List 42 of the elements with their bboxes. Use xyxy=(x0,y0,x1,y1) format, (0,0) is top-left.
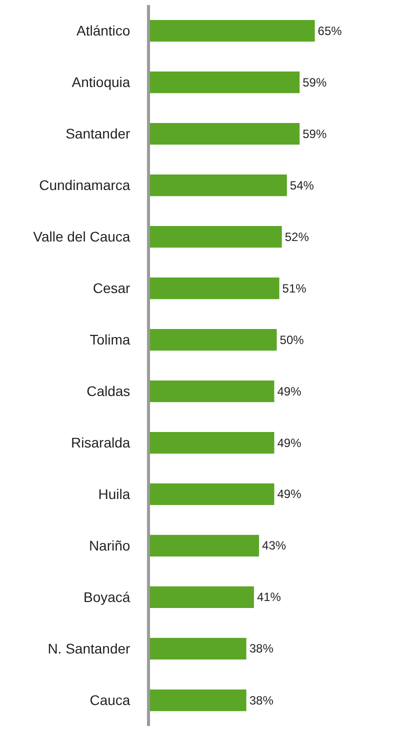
data-label: 52% xyxy=(284,230,310,244)
y-tick-label: Tolima xyxy=(90,332,130,348)
bar xyxy=(150,380,274,402)
data-label: 41% xyxy=(256,590,282,604)
data-label: 59% xyxy=(302,75,327,90)
data-label: 54% xyxy=(290,178,314,192)
bar xyxy=(150,328,277,351)
data-label: 51% xyxy=(282,281,307,296)
bar xyxy=(150,174,287,196)
bar xyxy=(150,226,282,248)
y-tick-label: Boyacá xyxy=(83,589,130,606)
y-tick-label: Caldas xyxy=(86,383,130,400)
bar xyxy=(150,534,260,557)
data-label: 59% xyxy=(302,126,327,141)
bar xyxy=(150,71,300,94)
data-label: 65% xyxy=(318,24,342,38)
bar xyxy=(150,122,300,145)
y-tick-label: Santander xyxy=(66,126,131,142)
data-label: 49% xyxy=(277,487,302,502)
y-tick-label: Risaralda xyxy=(71,434,130,451)
data-label: 49% xyxy=(277,384,302,398)
y-tick-label: N. Santander xyxy=(48,640,131,657)
bar xyxy=(150,277,280,300)
data-label: 49% xyxy=(277,436,302,450)
y-tick-label: Nariño xyxy=(88,538,130,554)
data-label: 38% xyxy=(249,642,274,656)
bar xyxy=(150,638,246,660)
y-tick-label: Cundinamarca xyxy=(39,177,130,194)
data-label: 43% xyxy=(262,538,286,553)
y-tick-label: Huila xyxy=(98,486,130,502)
data-label: 50% xyxy=(280,332,304,347)
y-tick-label: Valle del Cauca xyxy=(33,228,130,245)
bar xyxy=(150,586,254,608)
bar xyxy=(150,432,274,454)
y-tick-label: Atlántico xyxy=(76,22,130,39)
bar xyxy=(150,689,246,712)
bar xyxy=(150,20,315,42)
y-tick-label: Cauca xyxy=(90,692,130,708)
y-tick-label: Cesar xyxy=(92,280,131,296)
bar xyxy=(150,483,274,506)
data-label: 38% xyxy=(249,693,274,708)
y-tick-label: Antioquia xyxy=(72,74,130,90)
